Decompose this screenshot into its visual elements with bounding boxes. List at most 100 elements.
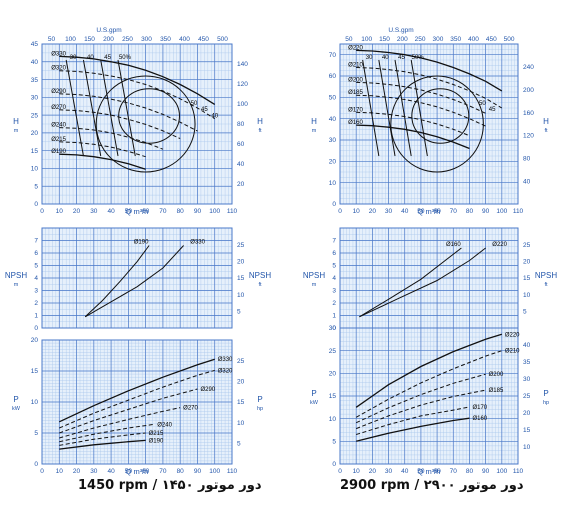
- y-right-tick-label: 10: [523, 292, 531, 299]
- series-label: Ø185: [489, 388, 504, 394]
- caption-2900-rpm: 2900 rpm / ۲۹۰۰ دور موتور: [340, 478, 524, 493]
- x-tick-label: 110: [227, 468, 238, 475]
- y-right-tick-label: 25: [237, 358, 245, 365]
- top-tick-label: 300: [141, 36, 152, 43]
- series-line-d190: [59, 153, 146, 170]
- x-tick-label: 0: [338, 468, 342, 475]
- series-label: Ø215: [149, 431, 164, 437]
- efficiency-line: [117, 59, 136, 157]
- efficiency-line: [410, 59, 428, 157]
- top-tick-label: 500: [504, 36, 515, 43]
- chart-l_p: [41, 339, 233, 465]
- x-tick-label: 60: [433, 468, 441, 475]
- y-tick-label: 5: [34, 430, 38, 437]
- series-label: Ø210: [505, 349, 520, 355]
- y-right-axis-label: P: [257, 395, 262, 404]
- series-line-d160: [359, 247, 462, 318]
- y-tick-label: 10: [31, 399, 39, 406]
- series-label: Ø210: [348, 62, 363, 68]
- efficiency-island-outer: [95, 75, 196, 173]
- x-tick-label: 60: [142, 468, 150, 475]
- series-line-d215: [59, 141, 146, 158]
- series-label: Ø220: [348, 45, 363, 51]
- series-label: Ø240: [51, 123, 66, 129]
- x-tick-label: 80: [177, 468, 185, 475]
- x-tick-label: 110: [227, 208, 238, 215]
- y-right-tick-label: 25: [237, 242, 245, 249]
- y-tick-label: 5: [332, 439, 336, 446]
- x-tick-label: 30: [90, 208, 98, 215]
- top-tick-label: 350: [160, 36, 171, 43]
- x-tick-label: 70: [450, 468, 458, 475]
- efficiency-label: 50%: [412, 55, 425, 61]
- y-right-tick-label: 20: [523, 410, 531, 417]
- series-line-d270: [59, 109, 181, 140]
- top-tick-label: 500: [217, 36, 228, 43]
- y-tick-label: 5: [332, 263, 336, 270]
- x-tick-label: 30: [385, 468, 393, 475]
- y-tick-label: 20: [31, 337, 39, 344]
- efficiency-label: 50: [191, 101, 198, 107]
- y-tick-label: 25: [329, 348, 337, 355]
- y-right-tick-label: 20: [237, 379, 245, 386]
- x-tick-label: 100: [209, 208, 220, 215]
- series-line-d220: [355, 333, 502, 408]
- y-right-tick-label: 15: [523, 427, 531, 434]
- y-right-tick-label: 80: [237, 121, 245, 128]
- y-right-axis-label: NPSH: [249, 271, 271, 280]
- x-tick-label: 70: [159, 468, 167, 475]
- y-right-tick-label: 20: [237, 259, 245, 266]
- y-tick-label: 15: [31, 368, 39, 375]
- caption-1450-rpm: 1450 rpm / ۱۴۵۰ دور موتور: [78, 478, 262, 493]
- x-tick-label: 40: [401, 208, 409, 215]
- efficiency-label: 45: [398, 55, 405, 61]
- y-tick-label: 10: [329, 180, 337, 187]
- x-tick-label: 90: [482, 468, 490, 475]
- series-line-d220: [356, 49, 503, 92]
- y-tick-label: 0: [34, 201, 38, 208]
- y-tick-label: 2: [332, 300, 336, 307]
- top-tick-label: 250: [122, 36, 133, 43]
- x-tick-label: 10: [353, 468, 361, 475]
- y-tick-label: 20: [329, 159, 337, 166]
- y-tick-label: 25: [31, 112, 39, 119]
- y-tick-label: 6: [332, 250, 336, 257]
- y-right-tick-label: 25: [523, 393, 531, 400]
- x-tick-label: 10: [353, 208, 361, 215]
- series-line-d190: [84, 245, 150, 318]
- y-tick-label: 30: [31, 95, 39, 102]
- series-line-d170: [356, 406, 470, 435]
- y-right-tick-label: 40: [523, 342, 531, 349]
- y-right-tick-label: 10: [523, 444, 531, 451]
- x-tick-label: 20: [73, 208, 81, 215]
- efficiency-island: [411, 88, 470, 144]
- x-tick-label: 100: [496, 208, 507, 215]
- y-axis-unit: m: [14, 282, 19, 288]
- y-right-tick-label: 30: [523, 376, 531, 383]
- efficiency-label: 45: [104, 55, 111, 61]
- y-right-axis-unit: hp: [543, 400, 549, 406]
- y-axis-unit: m: [312, 128, 317, 134]
- y-axis-label: H: [311, 117, 317, 126]
- y-tick-label: 40: [329, 116, 337, 123]
- top-tick-label: 300: [432, 36, 443, 43]
- y-tick-label: 30: [329, 137, 337, 144]
- series-label: Ø200: [348, 77, 363, 83]
- top-tick-label: 400: [468, 36, 479, 43]
- x-axis-label: Q m³/h: [126, 467, 149, 476]
- y-right-tick-label: 120: [237, 81, 248, 88]
- series-line-d215: [59, 432, 146, 446]
- efficiency-label: 50%: [119, 55, 132, 61]
- x-tick-label: 10: [56, 468, 64, 475]
- y-right-tick-label: 140: [237, 61, 248, 68]
- series-line-d240: [59, 423, 155, 443]
- x-tick-label: 0: [338, 208, 342, 215]
- y-tick-label: 10: [329, 416, 337, 423]
- y-axis-label: NPSH: [303, 271, 325, 280]
- top-tick-label: 150: [379, 36, 390, 43]
- y-tick-label: 5: [34, 263, 38, 270]
- series-label: Ø185: [348, 90, 363, 96]
- top-tick-label: 100: [65, 36, 76, 43]
- y-tick-label: 4: [34, 275, 38, 282]
